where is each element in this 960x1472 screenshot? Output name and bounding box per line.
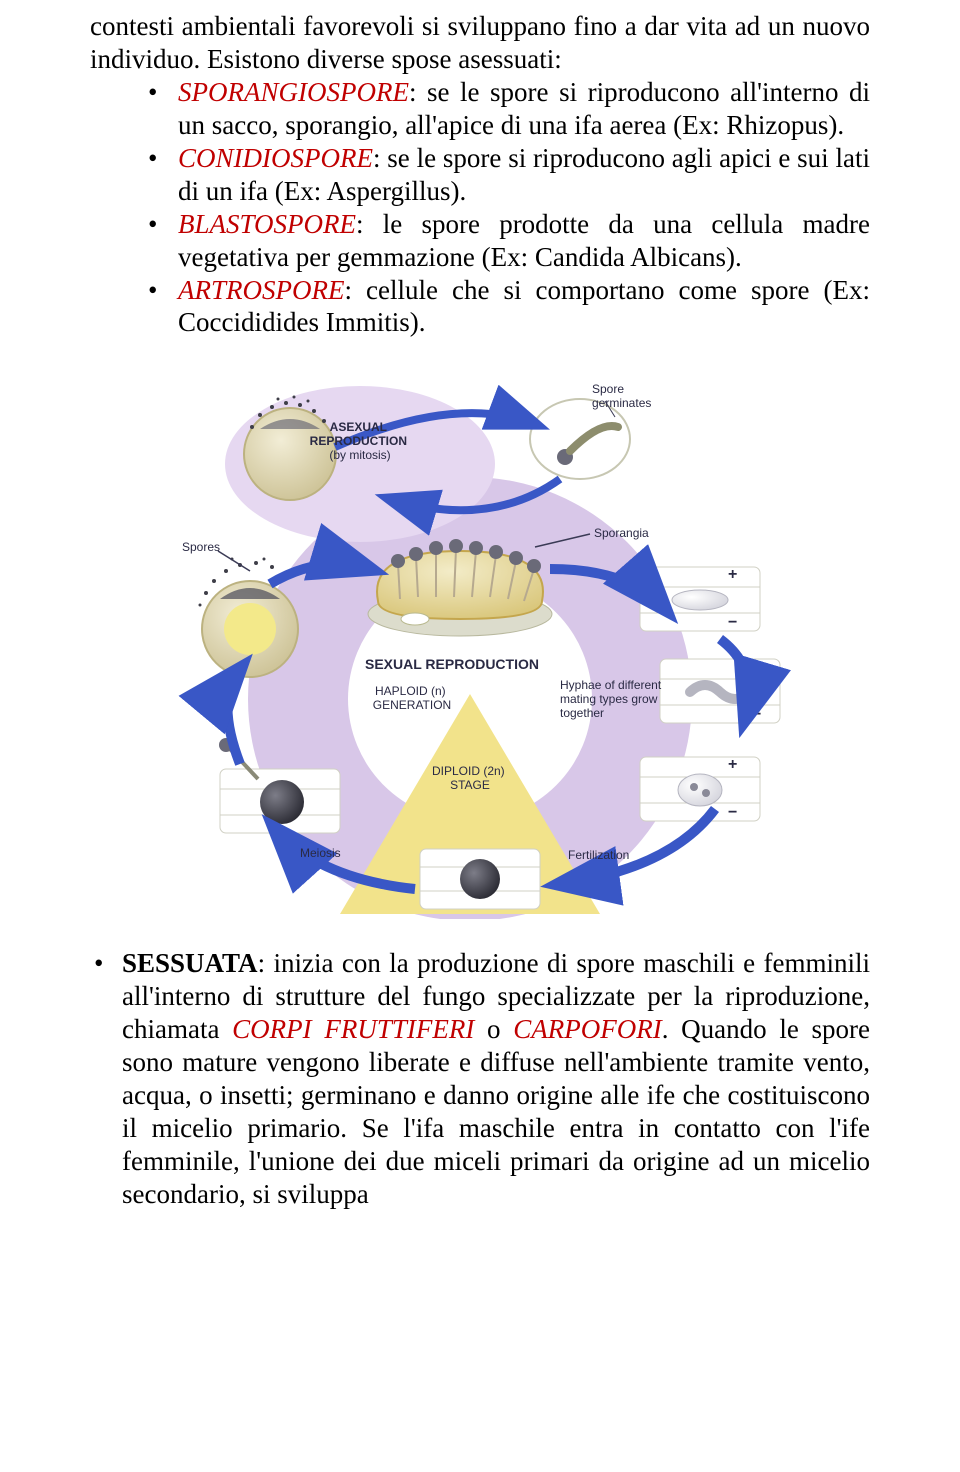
corpi-fruttiferi: CORPI FRUTTIFERI (232, 1014, 474, 1044)
spore-item-blastospore: BLASTOSPORE: le spore prodotte da una ce… (148, 208, 870, 274)
svg-text:−: − (752, 706, 761, 723)
document-page: contesti ambientali favorevoli si svilup… (0, 0, 960, 1472)
sessuata-list: SESSUATA: inizia con la produzione di sp… (90, 947, 870, 1211)
svg-text:−: − (728, 614, 737, 631)
spore-term: ARTROSPORE (178, 275, 344, 305)
spore-term: BLASTOSPORE (178, 209, 356, 239)
spore-term: CONIDIOSPORE (178, 143, 373, 173)
sessuata-or: o (474, 1014, 513, 1044)
spore-item-conidiospore: CONIDIOSPORE: se le spore si riproducono… (148, 142, 870, 208)
carpofori: CARPOFORI (513, 1014, 661, 1044)
svg-text:−: − (728, 804, 737, 821)
intro-paragraph: contesti ambientali favorevoli si svilup… (90, 10, 870, 76)
label-spore-germinates: Sporegerminates (592, 382, 651, 410)
germinating-spore (530, 399, 630, 479)
lifecycle-diagram: + − + − + − (160, 369, 800, 919)
svg-text:+: + (728, 756, 737, 773)
svg-text:+: + (728, 566, 737, 583)
label-meiosis: Meiosis (300, 846, 341, 860)
spore-term: SPORANGIOSPORE (178, 77, 409, 107)
spore-list: SPORANGIOSPORE: se le spore si riproduco… (148, 76, 870, 340)
sessuata-item: SESSUATA: inizia con la produzione di sp… (90, 947, 870, 1211)
label-haploid: HAPLOID (n) GENERATION (373, 684, 451, 712)
svg-text:+: + (752, 658, 761, 675)
label-spores: Spores (182, 540, 220, 554)
label-sporangia: Sporangia (594, 526, 649, 540)
label-sexual: SEXUAL REPRODUCTION (365, 656, 539, 672)
sessuata-head: SESSUATA (122, 948, 258, 978)
spore-item-artrospore: ARTROSPORE: cellule che si comportano co… (148, 274, 870, 340)
fertilization-stage (420, 849, 540, 909)
lifecycle-svg: + − + − + − (160, 369, 800, 919)
label-fertilization: Fertilization (568, 848, 629, 862)
spore-item-sporangiospore: SPORANGIOSPORE: se le spore si riproduco… (148, 76, 870, 142)
